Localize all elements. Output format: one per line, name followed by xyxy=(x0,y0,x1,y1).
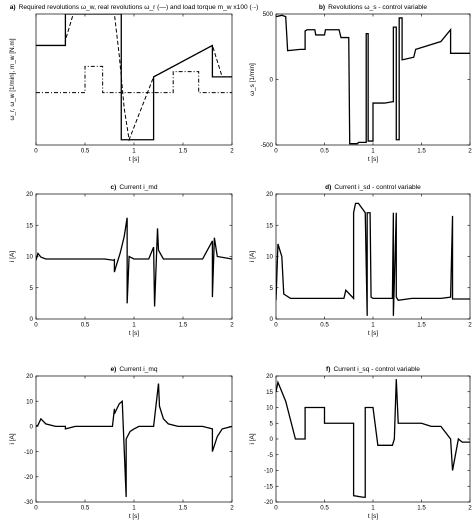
panel-e-ytick-label: 10 xyxy=(26,398,33,405)
panel-a-xtick-label: 1 xyxy=(132,148,136,155)
panel-f-ytick-label: 0 xyxy=(270,436,274,443)
panel-f-xtick-label: 1 xyxy=(371,505,375,512)
panel-a-series-2-dash-line xyxy=(36,14,232,142)
panel-c-ytick-label: 5 xyxy=(30,285,34,292)
panel-b-xtick-label: 0.5 xyxy=(320,148,329,155)
panel-f-ytick-label: 5 xyxy=(270,420,274,427)
panel-d-series-1-solid-line xyxy=(276,202,470,316)
panel-e-xtick-label: 0 xyxy=(34,505,38,512)
panel-e-xtick-label: 2 xyxy=(230,505,234,512)
panel-d-xlabel: t [s] xyxy=(368,330,379,337)
panel-d-xtick-label: 1 xyxy=(371,322,375,329)
panel-e-ytick-label: 20 xyxy=(26,373,33,380)
panel-c-xtick-label: 1 xyxy=(132,322,136,329)
panel-a-axes-frame xyxy=(35,13,233,146)
panel-c-xtick-label: 2 xyxy=(230,322,234,329)
panel-d: d) Current i_sd - control variable i [A] … xyxy=(249,184,472,337)
panel-f: f) Current i_sq - control variable i [A] … xyxy=(249,366,472,520)
panel-f-xlabel: t [s] xyxy=(368,513,379,520)
panel-a-series-1-solid-line xyxy=(36,14,232,141)
panel-d-ytick-label: 10 xyxy=(266,254,273,261)
panel-d-ytick-label: 20 xyxy=(266,191,273,198)
panel-b-axes-frame xyxy=(275,13,471,146)
panel-a-ylabel: ω_r, ω_w [1/min], m_w [N.m] xyxy=(9,38,16,120)
panel-c-xlabel: t [s] xyxy=(129,330,140,337)
panel-c-ytick-label: 10 xyxy=(26,254,33,261)
panel-b: b) Revolutions ω_s - control variable ω_s… xyxy=(249,4,472,163)
panel-c-xtick-label: 1.5 xyxy=(179,322,188,329)
panel-f-ytick-label: 10 xyxy=(266,405,273,412)
panel-f-title: f) Current i_sq - control variable xyxy=(326,366,420,373)
panel-b-series-1-solid-line xyxy=(276,14,470,145)
panel-e-ylabel: i [A] xyxy=(9,433,16,444)
panel-e-xtick-label: 1 xyxy=(132,505,136,512)
panel-d-axes-frame xyxy=(275,193,471,320)
panel-b-xtick-label: 2 xyxy=(468,148,472,155)
panel-f-ytick-label: 15 xyxy=(266,389,273,396)
panel-b-ytick-label: 500 xyxy=(263,11,274,18)
panel-b-xtick-label: 1.5 xyxy=(417,148,426,155)
panel-a-xtick-label: 0 xyxy=(34,148,38,155)
panel-a-series-3-dashdot-line xyxy=(36,65,232,94)
panel-d-ylabel: i [A] xyxy=(249,251,256,262)
panel-e-ytick-label: -20 xyxy=(24,474,34,481)
panel-e-ytick-label: -30 xyxy=(24,499,34,506)
panel-e-xtick-label: 1.5 xyxy=(179,505,188,512)
panel-e-xtick-label: 0.5 xyxy=(81,505,90,512)
panel-e-series-1-solid-line xyxy=(36,383,232,497)
panel-c-axes-frame xyxy=(35,193,233,320)
panel-f-ytick-label: -20 xyxy=(264,499,274,506)
panel-f-ytick-label: 20 xyxy=(266,373,273,380)
panel-f-xtick-label: 0 xyxy=(274,505,278,512)
panel-b-xtick-label: 1 xyxy=(371,148,375,155)
panel-f-series-1-solid-line xyxy=(276,379,470,498)
panel-c-series-1-solid-line xyxy=(36,217,232,307)
panel-f-ytick-label: -10 xyxy=(264,468,274,475)
panel-a-xtick-label: 1.5 xyxy=(179,148,188,155)
panel-b-title: b) Revolutions ω_s - control variable xyxy=(319,4,428,11)
panel-c: c) Current i_md i [A] t [s] 0 0.5 1 1.5 20510… xyxy=(9,184,234,337)
panel-f-ytick-label: -5 xyxy=(267,452,273,459)
panel-a-xlabel: t [s] xyxy=(129,156,140,163)
panel-d-ytick-label: 5 xyxy=(270,285,274,292)
panel-c-title: c) Current i_md xyxy=(111,184,158,191)
panel-c-ytick-label: 0 xyxy=(30,316,34,323)
panel-c-ylabel: i [A] xyxy=(9,251,16,262)
panel-d-ytick-label: 0 xyxy=(270,316,274,323)
panel-e-ytick-label: 0 xyxy=(30,424,34,431)
panel-a-xtick-label: 2 xyxy=(230,148,234,155)
panel-d-xtick-label: 1.5 xyxy=(417,322,426,329)
panel-f-xtick-label: 1.5 xyxy=(417,505,426,512)
panel-b-ytick-label: -500 xyxy=(261,142,274,149)
panel-a-xtick-label: 0.5 xyxy=(81,148,90,155)
panel-c-ytick-label: 15 xyxy=(26,222,33,229)
panel-a: a) Required revolutions ω_w, real revolut… xyxy=(9,4,258,163)
panel-b-xtick-label: 0 xyxy=(274,148,278,155)
panel-b-ytick-label: 0 xyxy=(270,77,274,84)
panel-c-xtick-label: 0 xyxy=(34,322,38,329)
panel-e-title: e) Current i_mq xyxy=(111,366,158,373)
panel-f-xtick-label: 2 xyxy=(468,505,472,512)
panel-f-ylabel: i [A] xyxy=(249,433,256,444)
panel-d-xtick-label: 0 xyxy=(274,322,278,329)
panel-f-ytick-label: -15 xyxy=(264,483,274,490)
panel-e: e) Current i_mq i [A] t [s] 0 0.5 1 1.5 2 -30 -… xyxy=(9,366,234,520)
panel-a-title: a) Required revolutions ω_w, real revolut… xyxy=(10,4,259,11)
panel-d-title: d) Current i_sd - control variable xyxy=(325,184,421,191)
panel-e-xlabel: t [s] xyxy=(129,513,140,520)
panel-e-ytick-label: -10 xyxy=(24,449,34,456)
panel-b-xlabel: t [s] xyxy=(368,156,379,163)
panel-c-ytick-label: 20 xyxy=(26,191,33,198)
panel-f-axes-frame xyxy=(275,375,471,503)
panel-f-xtick-label: 0.5 xyxy=(320,505,329,512)
panel-e-axes-frame xyxy=(35,375,233,503)
panel-c-xtick-label: 0.5 xyxy=(81,322,90,329)
panel-d-xtick-label: 2 xyxy=(468,322,472,329)
panel-d-ytick-label: 15 xyxy=(266,222,273,229)
panel-d-xtick-label: 0.5 xyxy=(320,322,329,329)
panel-b-ylabel: ω_s [1/min] xyxy=(249,63,256,96)
